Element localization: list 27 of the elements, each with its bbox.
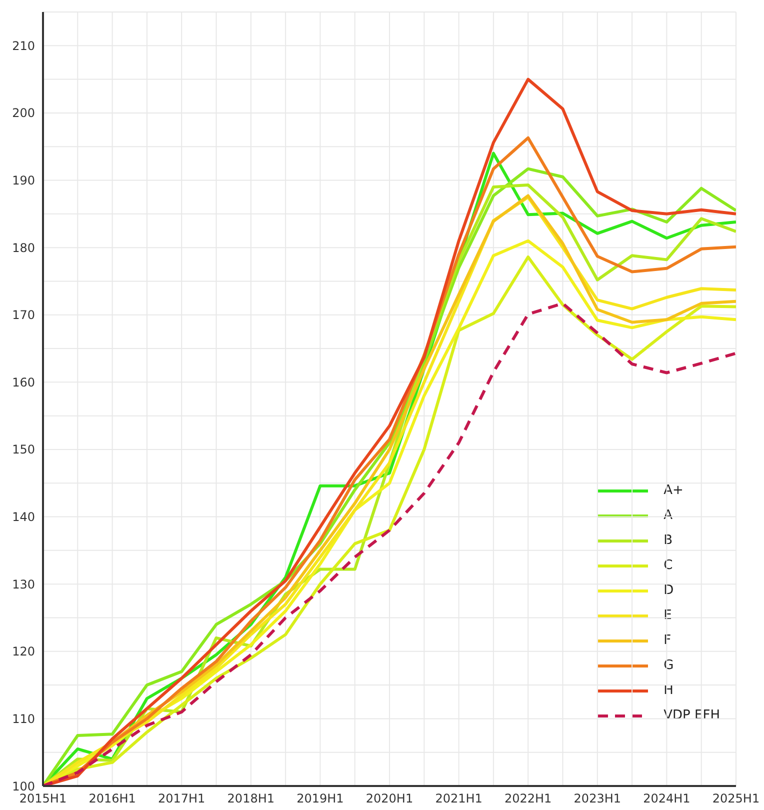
y-tick-label: 190 [12, 174, 35, 188]
x-tick-label: 2015H1 [19, 792, 67, 806]
legend-label: D [664, 583, 674, 598]
x-tick-label: 2017H1 [158, 792, 206, 806]
x-tick-label: 2025H1 [712, 792, 760, 806]
x-tick-label: 2018H1 [227, 792, 274, 806]
y-tick-label: 110 [12, 712, 35, 726]
y-tick-label: 200 [12, 106, 35, 120]
y-tick-label: 100 [12, 779, 35, 794]
y-tick-label: 170 [12, 308, 35, 322]
x-tick-label: 2022H1 [504, 792, 552, 806]
x-tick-label: 2020H1 [366, 792, 414, 806]
y-tick-label: 210 [12, 38, 35, 53]
x-tick-label: 2024H1 [643, 792, 690, 806]
legend-label: C [664, 558, 673, 573]
x-tick-label: 2016H1 [88, 792, 136, 806]
x-tick-label: 2019H1 [296, 792, 344, 806]
x-tick-label: 2021H1 [435, 792, 482, 806]
y-tick-label: 130 [12, 577, 35, 592]
legend-label: B [664, 533, 673, 548]
y-tick-label: 150 [12, 442, 35, 457]
y-tick-label: 180 [12, 240, 35, 255]
legend-label: G [664, 658, 674, 673]
y-tick-label: 160 [12, 375, 35, 390]
y-tick-label: 140 [12, 510, 35, 524]
y-tick-label: 120 [12, 644, 35, 659]
x-tick-label: 2023H1 [574, 792, 621, 806]
